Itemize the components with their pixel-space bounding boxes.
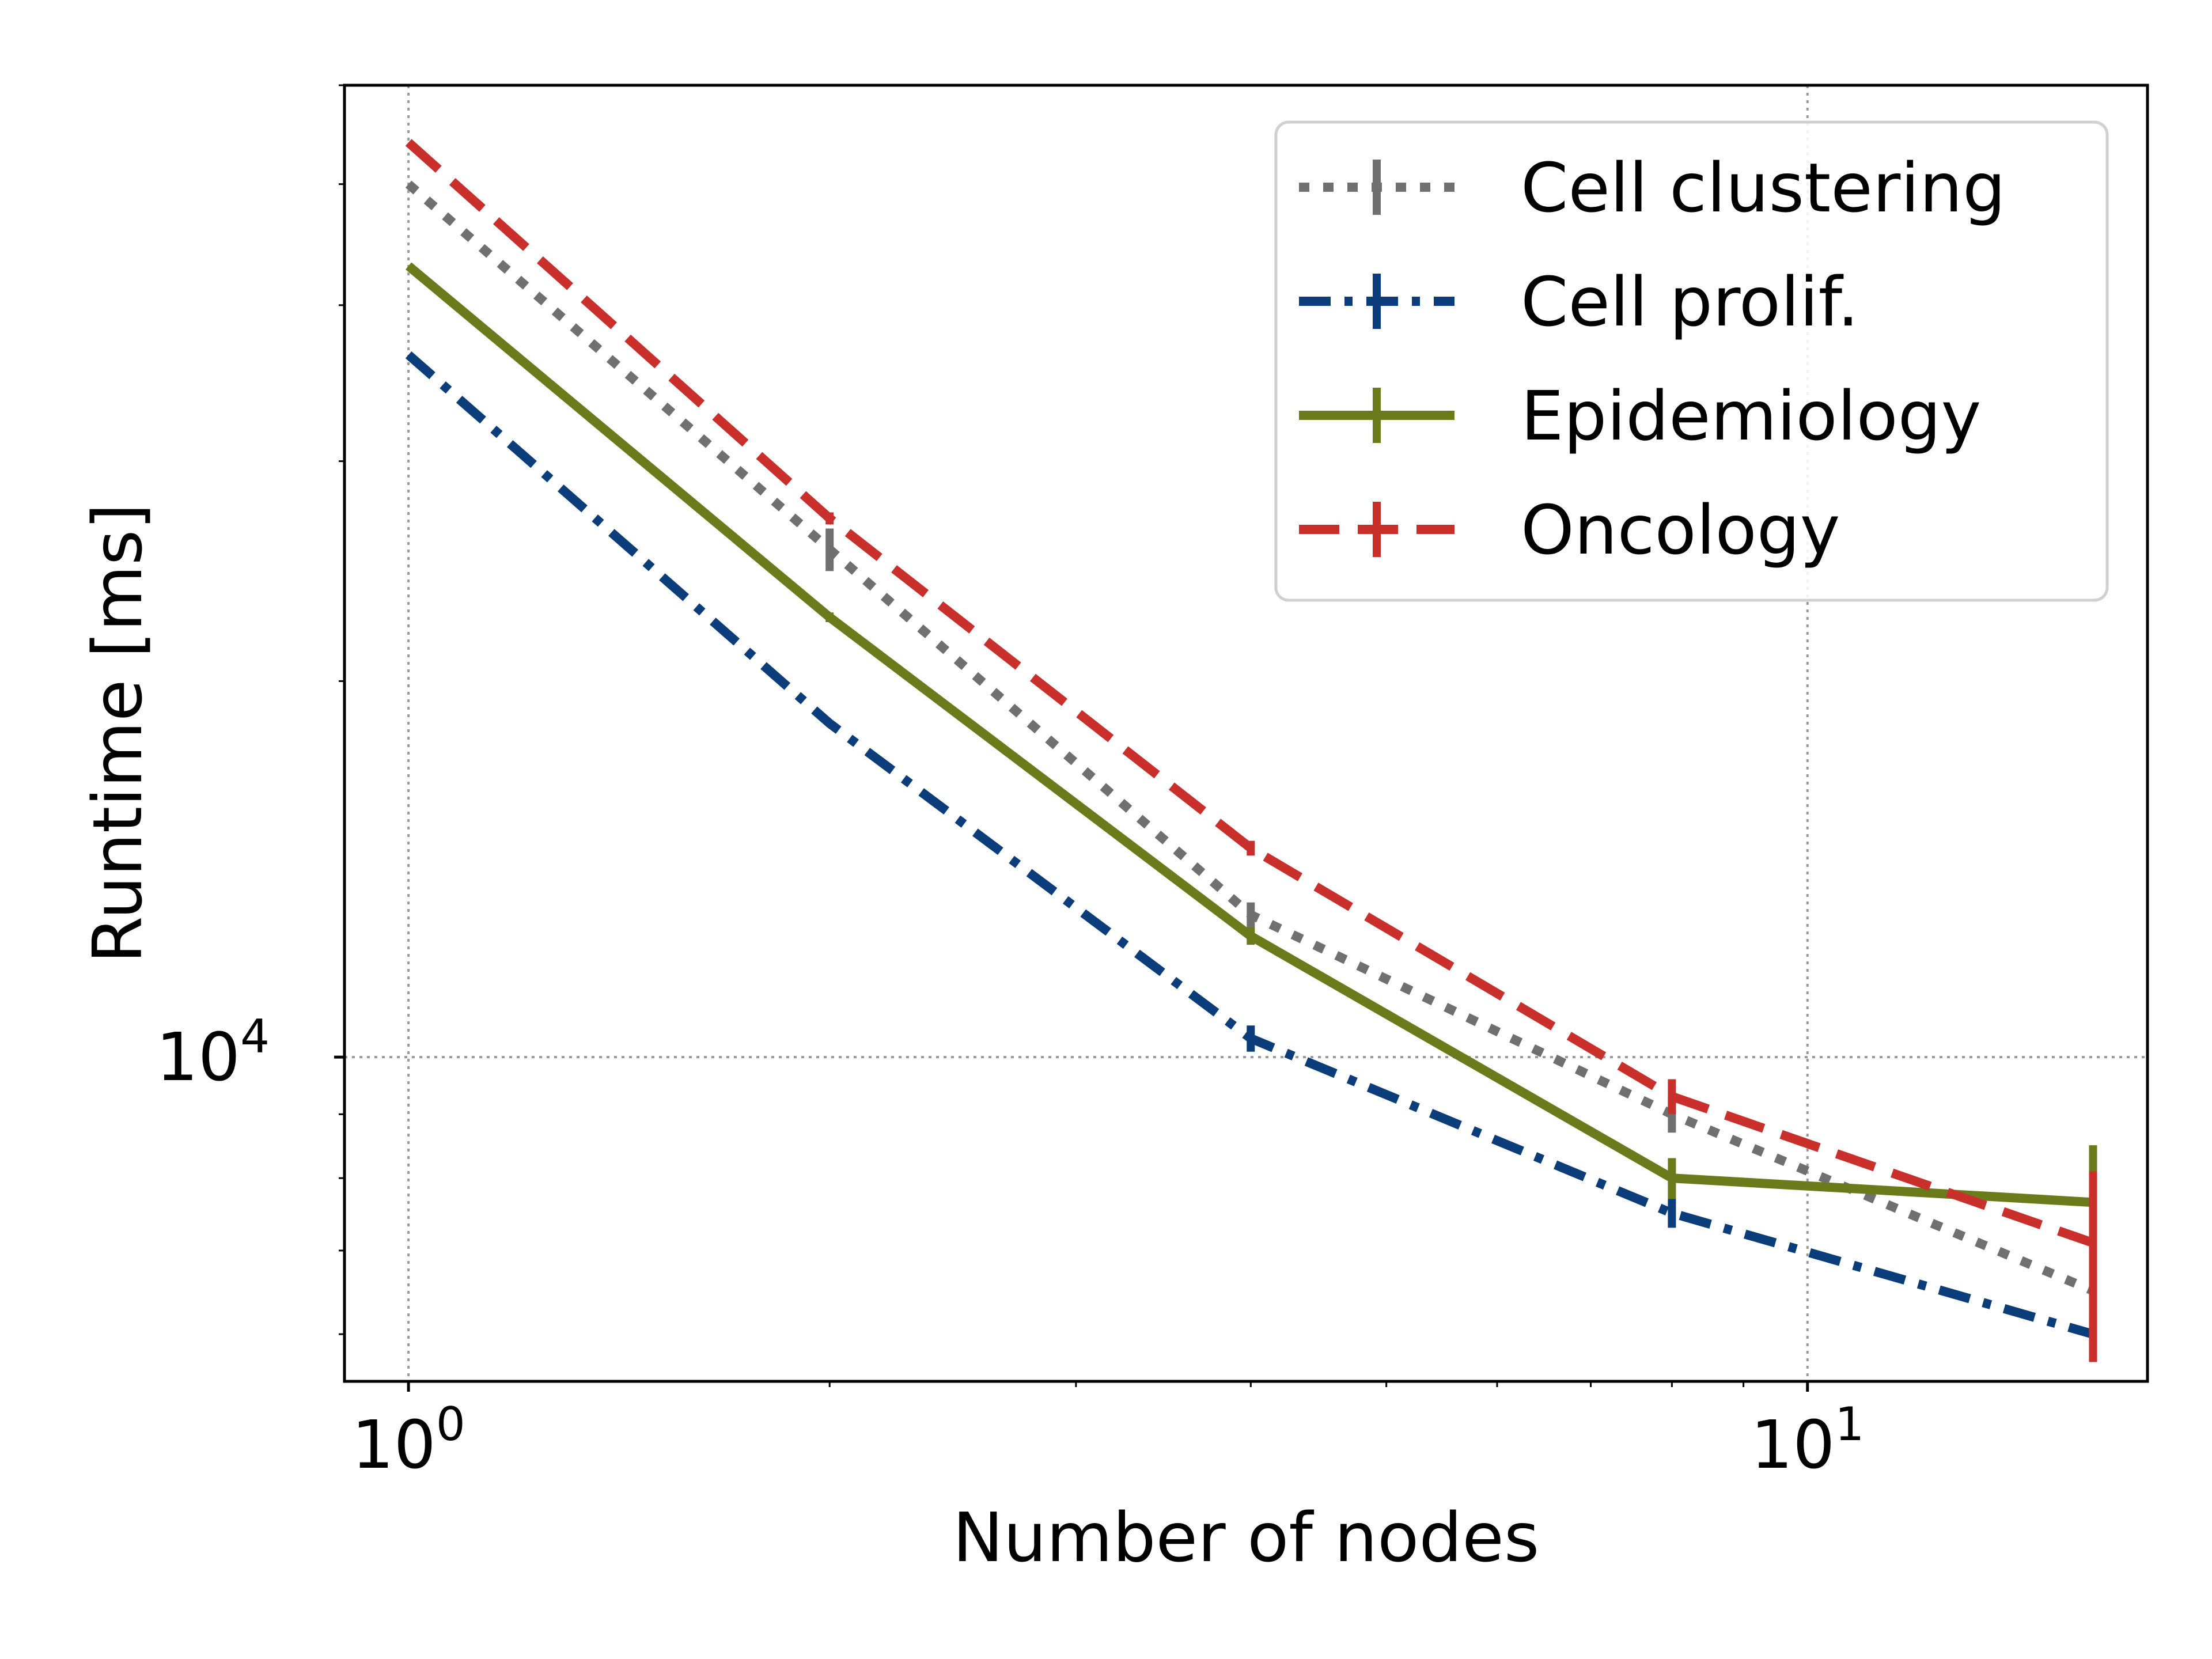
x-tick-label-1: 101 xyxy=(1751,1397,1864,1484)
plot-frame xyxy=(343,84,2149,1383)
legend-label-1: Cell prolif. xyxy=(1521,262,1859,342)
axis-ticks: 100 101 104 xyxy=(156,84,1864,1484)
legend-label-2: Epidemiology xyxy=(1521,376,1981,456)
x-axis-label: Number of nodes xyxy=(953,1498,1540,1577)
x-tick-label-0: 100 xyxy=(352,1397,465,1484)
series-line-3 xyxy=(405,139,2095,1248)
series-3 xyxy=(405,139,2097,1362)
grid-lines xyxy=(344,85,2147,1381)
legend-box xyxy=(1274,120,2109,602)
series-lines xyxy=(405,139,2097,1362)
y-axis-label: Runtime [ms] xyxy=(78,503,157,964)
legend: Cell clustering Cell prolif. Epidemiology O… xyxy=(1274,120,2109,602)
legend-label-3: Oncology xyxy=(1521,490,1840,570)
y-tick-label-0: 104 xyxy=(156,1010,270,1096)
legend-label-0: Cell clustering xyxy=(1521,148,2006,228)
